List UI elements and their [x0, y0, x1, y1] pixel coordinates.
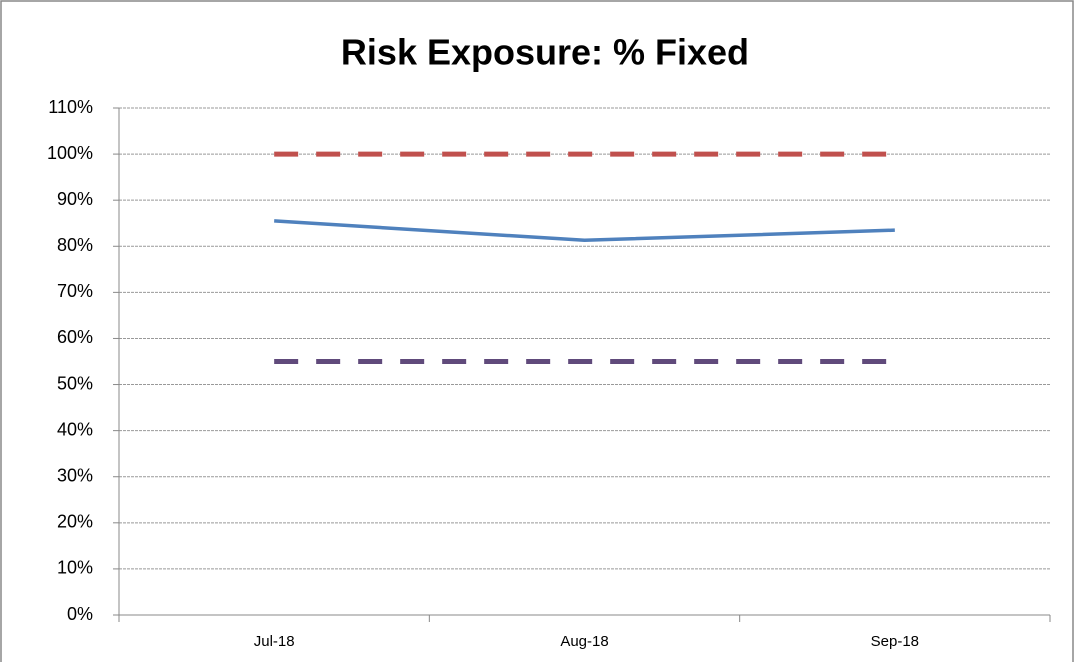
- y-tick-label: 60%: [57, 327, 93, 347]
- y-tick-label: 80%: [57, 235, 93, 255]
- y-tick-label: 110%: [48, 97, 93, 117]
- y-tick-label: 50%: [57, 373, 93, 393]
- y-tick-label: 20%: [57, 512, 93, 532]
- y-tick-label: 70%: [57, 281, 93, 301]
- x-tick-label: Aug-18: [560, 633, 608, 650]
- y-tick-label: 100%: [47, 143, 93, 163]
- x-tick-label: Jul-18: [254, 633, 295, 650]
- y-tick-label: 0%: [67, 604, 93, 624]
- y-tick-label: 90%: [57, 189, 93, 209]
- chart-title: Risk Exposure: % Fixed: [341, 32, 749, 73]
- y-tick-label: 30%: [57, 465, 93, 485]
- x-tick-label: Sep-18: [871, 633, 919, 650]
- y-tick-label: 10%: [57, 558, 93, 578]
- y-tick-label: 40%: [57, 419, 93, 439]
- series-line: [274, 219, 895, 243]
